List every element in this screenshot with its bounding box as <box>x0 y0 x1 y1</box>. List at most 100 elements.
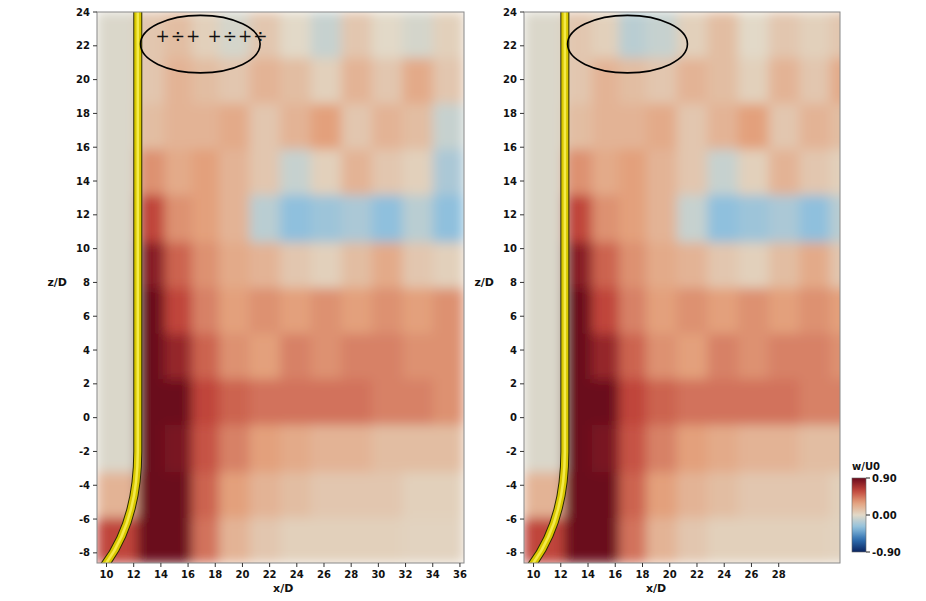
cell <box>677 12 709 58</box>
cell <box>564 517 592 563</box>
cell <box>738 12 770 58</box>
cell <box>433 378 464 425</box>
y-tick-label: 12 <box>76 209 90 220</box>
cell <box>799 378 831 425</box>
cell <box>738 194 770 242</box>
x-tick <box>296 563 297 567</box>
y-tick-label: -6 <box>506 514 517 525</box>
y-tick-label: 0 <box>510 412 517 423</box>
cell <box>769 57 801 104</box>
x-tick-label: 10 <box>100 569 114 580</box>
cell <box>341 241 373 288</box>
cell <box>738 517 770 563</box>
cell <box>769 194 801 242</box>
cell <box>769 103 801 150</box>
cell <box>311 287 343 334</box>
x-tick <box>106 563 107 567</box>
x-tick <box>751 563 752 567</box>
cell <box>219 424 251 472</box>
cell <box>769 333 801 380</box>
cell <box>97 378 138 425</box>
y-tick-label: 6 <box>83 311 90 322</box>
y-tick-label: 0 <box>83 412 90 423</box>
colorbar-title: w/U0 <box>852 461 880 472</box>
x-tick-label: 20 <box>235 569 249 580</box>
cell <box>799 424 831 472</box>
cell <box>192 194 220 242</box>
cell <box>619 148 647 195</box>
y-tick-label: 16 <box>503 142 517 153</box>
cell <box>738 241 770 288</box>
cell <box>619 333 647 380</box>
x-tick-label: 18 <box>636 569 650 580</box>
cell <box>707 148 739 195</box>
cell <box>219 378 251 425</box>
x-tick <box>588 563 589 567</box>
cell <box>97 287 138 334</box>
cell <box>524 241 565 288</box>
y-tick-label: 24 <box>76 7 90 18</box>
colorbar-tick-label: 0.00 <box>872 510 897 521</box>
cell <box>592 517 620 563</box>
cell <box>646 517 678 563</box>
y-tick-label: 22 <box>503 40 517 51</box>
x-tick-label: 24 <box>717 569 731 580</box>
cell <box>192 424 220 472</box>
y-tick-label: 14 <box>503 176 517 187</box>
cell <box>707 471 739 518</box>
y-tick-label: 2 <box>83 378 90 389</box>
cell <box>97 12 138 58</box>
x-tick <box>269 563 270 567</box>
cell <box>592 103 620 150</box>
y-tick <box>520 519 524 520</box>
y-tick <box>93 181 97 182</box>
cell <box>433 333 464 380</box>
y-tick <box>93 485 97 486</box>
cell <box>192 517 220 563</box>
y-tick <box>93 451 97 452</box>
x-tick-label: 26 <box>745 569 759 580</box>
cell <box>592 241 620 288</box>
y-tick <box>93 12 97 13</box>
y-tick <box>520 181 524 182</box>
cell <box>619 517 647 563</box>
cell <box>769 287 801 334</box>
cell <box>280 194 312 242</box>
cell <box>738 148 770 195</box>
cell <box>524 424 565 472</box>
y-tick <box>93 519 97 520</box>
cell <box>249 57 281 104</box>
cell <box>830 517 840 563</box>
cell <box>619 424 647 472</box>
y-tick <box>520 113 524 114</box>
cell <box>646 378 678 425</box>
colorbar-tick <box>866 515 870 516</box>
annotation: +÷+ +÷+÷ <box>155 26 268 46</box>
cell <box>646 57 678 104</box>
x-tick-label: 14 <box>581 569 595 580</box>
frame <box>97 12 464 563</box>
cell <box>402 471 434 518</box>
y-tick <box>93 113 97 114</box>
cell <box>707 333 739 380</box>
cell <box>372 471 404 518</box>
cell <box>97 333 138 380</box>
x-tick-label: 12 <box>554 569 568 580</box>
cell <box>646 333 678 380</box>
x-tick-label: 18 <box>208 569 222 580</box>
cell <box>799 12 831 58</box>
cell <box>164 378 192 425</box>
y-tick <box>520 214 524 215</box>
cell <box>402 194 434 242</box>
x-tick <box>215 563 216 567</box>
cell <box>646 471 678 518</box>
y-tick <box>93 417 97 418</box>
colorbar: w/U00.900.00-0.90 <box>852 461 901 558</box>
cell <box>311 194 343 242</box>
pipe <box>98 12 137 563</box>
cell <box>402 424 434 472</box>
frame <box>524 12 840 563</box>
field <box>97 12 464 563</box>
cell <box>219 241 251 288</box>
x-tick <box>323 563 324 567</box>
